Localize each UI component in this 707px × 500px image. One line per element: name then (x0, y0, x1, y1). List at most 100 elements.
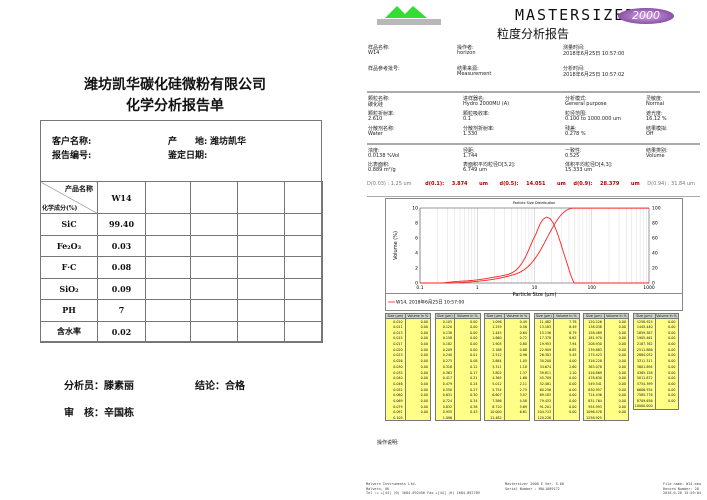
table-row: 1.445 0.64 (484, 329, 531, 336)
reviewer: 审 核：辛国栋 (64, 408, 134, 419)
volume-header: Volume In % (404, 313, 432, 319)
table-row: 0.091 0.00 (385, 409, 432, 416)
y2-tick-label: 20 (652, 266, 658, 272)
size-cell: 4365.158 (632, 369, 656, 376)
table-row: 0.013 0.00 (385, 329, 432, 336)
size-cell: 2884.032 (632, 352, 656, 359)
volume-cell: 0.43 (454, 409, 481, 416)
volume-cell: 0.00 (603, 318, 630, 325)
field-label: 分析模式: (565, 96, 587, 102)
field-value: 0.278 % (565, 131, 586, 137)
table-row: 0.363 0.17 (434, 369, 481, 376)
table-row: 0.631 0.30 (434, 392, 481, 399)
table-row: 1.096 (434, 415, 481, 422)
x-axis-label: Particle Size (µm) (513, 292, 557, 298)
chemical-row: SiC 99.40 (40, 213, 323, 236)
table-row: 4365.158 0.00 (632, 369, 679, 376)
volume-cell: 0.00 (654, 386, 679, 393)
y2-tick-label: 60 (652, 236, 658, 242)
date-label: 鉴定日期: (168, 151, 208, 161)
chart-title: Particle Size Distribution (513, 201, 556, 205)
volume-cell: 0.72 (503, 335, 531, 342)
field-label: 颗粒折射率: (368, 111, 395, 117)
size-cell: 1096.478 (583, 409, 605, 416)
volume-cell: 2.11 (503, 381, 531, 387)
y2-tick-label: 80 (652, 221, 658, 227)
field-value: 6.749 um (463, 167, 487, 173)
volume-cell: 0.00 (454, 335, 481, 342)
table-row: 0.182 0.00 (434, 341, 481, 347)
table-row: 7.586 4.58 (484, 398, 531, 404)
volume-cell: 0.00 (654, 335, 679, 342)
volume-cell: 0.00 (603, 403, 630, 410)
table-row: 7585.776 0.00 (632, 392, 679, 399)
table-row: 0.017 0.00 (385, 341, 432, 347)
volume-cell: 0.00 (553, 375, 580, 382)
volume-cell: 0.00 (654, 318, 679, 325)
table-row: 0.417 0.21 (434, 375, 481, 382)
table-row: 5754.399 0.00 (632, 381, 679, 387)
volume-cell: 0.00 (654, 364, 679, 370)
component-value: 0.02 (97, 320, 146, 343)
table-row: 275.423 0.00 (583, 352, 630, 359)
volume-cell: 0.00 (654, 375, 679, 382)
volume-cell: 0.56 (503, 324, 531, 330)
volume-cell: 0.00 (603, 364, 630, 370)
volume-cell: 0.00 (654, 369, 679, 376)
field-value: Volume (646, 153, 665, 159)
field-value: 1.744 (463, 153, 478, 159)
table-row: 831.764 0.00 (583, 398, 630, 404)
volume-cell: 0.00 (603, 375, 630, 382)
field-label: 分析时间: (563, 66, 585, 72)
table-row: 30.200 4.00 (533, 358, 580, 364)
x-tick-label: 1 (476, 285, 479, 291)
volume-cell: 8.79 (553, 329, 580, 336)
field-label: 径距: (463, 148, 475, 154)
volume-cell: 0.00 (553, 409, 580, 416)
volume-cell: 0.00 (404, 369, 432, 376)
field-label: 分散剂名称: (368, 126, 395, 132)
volume-cell: 0.00 (603, 398, 630, 404)
volume-cell: 0.00 (404, 335, 432, 342)
table-row: 0.120 0.00 (434, 324, 481, 330)
volume-cell: 0.00 (654, 392, 679, 399)
table-row: 0.046 0.00 (385, 381, 432, 387)
volume-cell: 0.00 (603, 329, 630, 336)
volume-cell: 0.00 (654, 324, 679, 330)
table-row: 208.930 0.00 (583, 341, 630, 347)
volume-cell: 0.00 (603, 358, 630, 364)
origin-value: 潍坊凯华 (210, 137, 247, 147)
table-row: 52.481 0.00 (533, 381, 580, 387)
size-volume-table: Size (µm) Volume In % 120.226 0.00 138.038 0.… (583, 313, 630, 422)
field-label: 一致性: (565, 148, 582, 154)
table-row: 363.078 0.00 (583, 364, 630, 370)
table-row: 45.709 0.00 (533, 375, 580, 382)
size-cell: 7585.776 (632, 392, 656, 399)
size-header: Size (µm) (533, 313, 555, 319)
y-axis-label: Volume (%) (393, 231, 399, 260)
volume-cell: 0.49 (503, 318, 531, 325)
table-row: 0.550 0.27 (434, 386, 481, 393)
legend-frame (385, 293, 683, 311)
chemical-row: SiO₂ 0.09 (40, 277, 323, 300)
volume-cell: 0.00 (404, 346, 432, 353)
malvern-logo (377, 6, 441, 25)
size-header: Size (µm) (632, 313, 656, 319)
volume-cell: 0.00 (603, 369, 630, 376)
field-value: 0.1 (463, 116, 471, 122)
volume-cell: 7.94 (553, 341, 580, 347)
volume-cell: 0.00 (603, 324, 630, 330)
table-row: 1.905 0.80 (484, 341, 531, 347)
table-row: 19.953 7.94 (533, 341, 580, 347)
size-cell: 1659.587 (632, 329, 656, 336)
volume-cell: 0.08 (454, 358, 481, 364)
size-header: Size (µm) (583, 313, 605, 319)
table-row: 120.226 0.00 (583, 318, 630, 325)
size-cell: 1.096 (434, 415, 456, 422)
size-cell: 2187.762 (632, 341, 656, 347)
volume-cell: 0.00 (404, 409, 432, 416)
volume-cell: 0.00 (603, 386, 630, 393)
size-header: Size (µm) (385, 313, 406, 319)
table-row: 8709.636 0.00 (632, 398, 679, 404)
volume-cell (553, 415, 580, 422)
